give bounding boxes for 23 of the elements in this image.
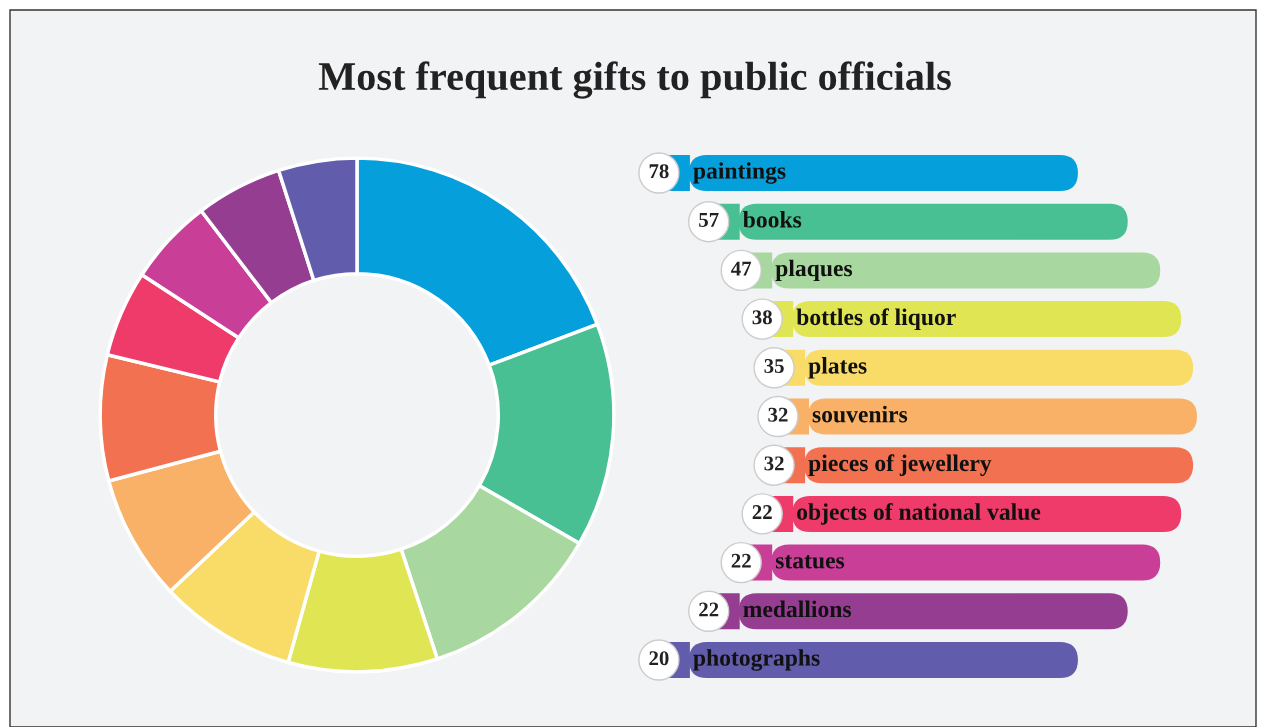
- chart-title: Most frequent gifts to public officials: [318, 61, 951, 99]
- data-label: 35: [764, 359, 784, 374]
- legend-label: statues: [775, 554, 845, 569]
- legend-label: books: [743, 210, 802, 228]
- data-label: 47: [731, 261, 752, 276]
- legend-label: paintings: [693, 162, 786, 184]
- legend-label: pieces of jewellery: [808, 454, 992, 477]
- data-label: 38: [752, 310, 772, 325]
- data-label: 20: [649, 651, 669, 666]
- legend-label: medallions: [743, 600, 852, 618]
- data-label: 57: [699, 213, 719, 227]
- legend-label: plates: [808, 357, 867, 379]
- data-label: 22: [731, 553, 751, 568]
- data-label: 22: [699, 602, 719, 617]
- legend-label: plaques: [775, 259, 853, 282]
- data-label: 32: [764, 456, 784, 471]
- legend-label: souvenirs: [812, 405, 908, 423]
- data-label: 22: [752, 505, 772, 519]
- data-label: 32: [768, 407, 788, 422]
- legend-label: objects of national value: [797, 503, 1041, 525]
- legend-label: bottles of liquor: [796, 308, 956, 330]
- data-label: 78: [649, 164, 669, 179]
- legend-label: photographs: [693, 649, 820, 671]
